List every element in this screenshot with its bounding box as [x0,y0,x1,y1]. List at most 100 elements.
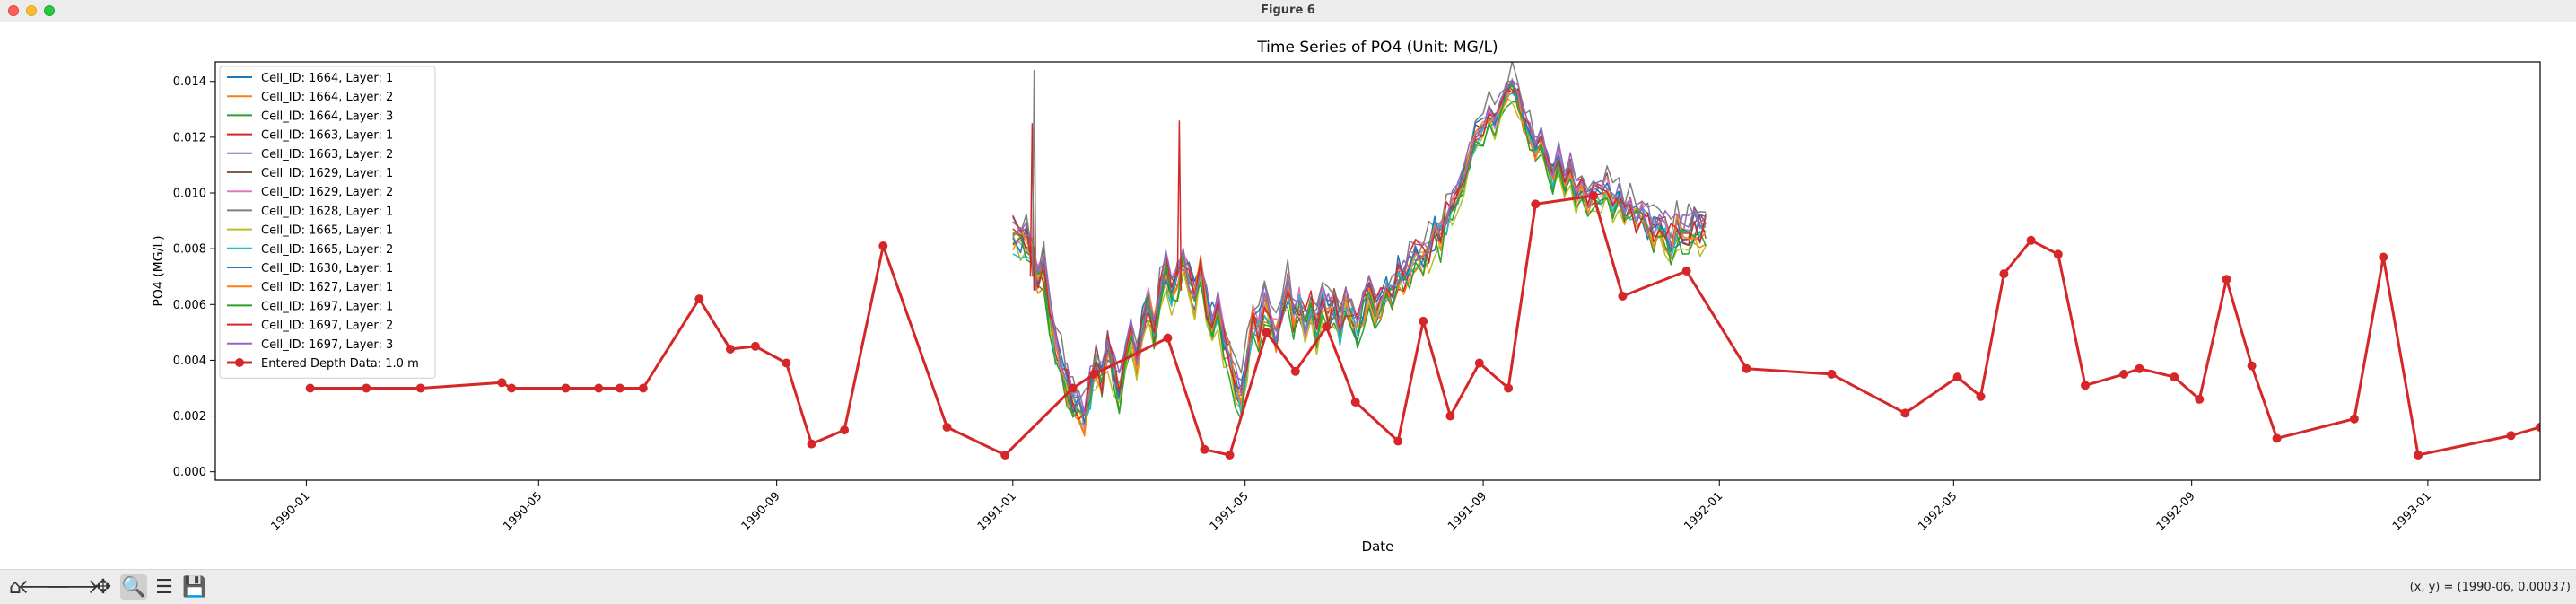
x-tick-label: 1992-09 [2154,489,2198,533]
observed-data-point [807,439,816,449]
observed-data-point [615,383,624,393]
observed-data-point [638,383,648,393]
observed-data-point [2349,414,2359,424]
observed-data-point [1445,411,1455,421]
minimize-window-button[interactable] [26,5,37,16]
model-series-line [1012,82,1707,416]
chart-canvas: Time Series of PO4 (Unit: MG/L) 0.000 0.00… [152,39,2541,555]
observed-data-point [1531,199,1541,209]
forward-button[interactable]: 🡒 [47,574,100,600]
observed-data-point [1350,398,1360,407]
observed-data-point [2119,369,2129,379]
home-button[interactable]: ⌂ [2,574,29,600]
observed-data-point [1089,369,1099,379]
pan-icon: ✥ [94,575,112,599]
observed-data-point [2053,249,2063,259]
model-series-line [1012,96,1707,425]
x-tick-label: 1993-01 [2390,489,2434,533]
observed-data-point [2272,433,2282,443]
pan-button[interactable]: ✥ [90,574,117,600]
observed-data-point [2506,431,2516,441]
observed-data-point [1504,383,1514,393]
y-tick-label: 0.002 [173,410,206,424]
legend-label: Cell_ID: 1664, Layer: 1 [261,72,393,85]
observed-data-point [1900,408,1910,418]
observed-data-point [1681,267,1691,276]
observed-data-point [694,294,704,304]
model-series-line [1012,83,1707,420]
x-tick-label: 1991-01 [975,489,1019,533]
observed-data-point [1000,451,1010,460]
observed-data-point [2536,423,2540,432]
window-title: Figure 6 [1261,4,1315,17]
observed-data-point [2135,363,2144,373]
observed-data-point [2414,451,2423,460]
model-spike-line [1176,120,1183,291]
y-tick-label: 0.014 [173,75,206,89]
legend-label: Cell_ID: 1697, Layer: 2 [261,320,393,333]
legend-label: Cell_ID: 1629, Layer: 1 [261,167,393,180]
observed-data-point [1322,322,1332,332]
observed-data-point [561,383,571,393]
legend-label: Cell_ID: 1629, Layer: 2 [261,186,393,199]
model-series-line [1012,62,1707,402]
observed-data-point [1827,369,1837,379]
observed-data-point [1474,358,1484,368]
configure-subplots-icon: ☰ [155,575,173,599]
x-tick-label: 1990-09 [739,489,783,533]
legend-label: Cell_ID: 1665, Layer: 2 [261,243,393,257]
observed-data-point [1200,444,1209,454]
observed-data-point [1163,333,1173,343]
navigation-toolbar: ⌂ 🡐 🡒 ✥ 🔍 ☰ 💾 (x, y) = (1990-06, 0.00037… [0,569,2576,604]
legend-label: Cell_ID: 1630, Layer: 1 [261,262,393,276]
legend-label: Cell_ID: 1664, Layer: 3 [261,109,393,123]
legend-label: Cell_ID: 1664, Layer: 2 [261,91,393,104]
observed-data-point [2170,372,2179,382]
x-tick-label: 1991-05 [1208,489,1252,533]
back-arrow-icon: 🡐 [17,576,71,599]
x-tick-label: 1990-05 [501,489,545,533]
legend-box [219,66,436,379]
observed-data-point [1290,366,1300,376]
back-button[interactable]: 🡐 [18,574,71,600]
model-series-line [1012,88,1707,420]
model-spike-line [1031,70,1037,291]
plot-frame [214,61,2541,481]
save-button[interactable]: 💾 [181,574,208,600]
observed-data-point [594,383,604,393]
legend-marker [235,358,244,367]
observed-data-point [1225,451,1235,460]
model-series-line [1012,82,1707,437]
legend-label: Cell_ID: 1663, Layer: 2 [261,148,393,162]
legend: Cell_ID: 1664, Layer: 1 Cell_ID: 1664, La… [219,66,436,379]
observed-data-point [305,383,315,393]
legend-label: Cell_ID: 1697, Layer: 3 [261,338,393,352]
observed-data-point [1742,363,1751,373]
observed-data-point [2379,252,2388,262]
chart-title: Time Series of PO4 (Unit: MG/L) [1256,39,1498,57]
observed-data-point [1618,292,1628,301]
zoom-window-button[interactable] [44,5,55,16]
close-window-button[interactable] [8,5,19,16]
zoom-button[interactable]: 🔍 [120,574,147,600]
observed-data-point [2026,235,2036,245]
y-tick-label: 0.010 [173,188,206,201]
observed-data-point [1419,316,1428,326]
x-tick-label: 1992-01 [1681,489,1725,533]
model-series-line [1012,101,1707,416]
x-tick-label: 1992-05 [1916,489,1960,533]
observed-data-point [1952,372,1962,382]
observed-data-point [840,425,850,435]
window-titlebar: Figure 6 [0,0,2576,22]
zoom-icon: 🔍 [121,575,146,599]
save-icon: 💾 [182,575,207,599]
y-tick-label: 0.012 [173,131,206,144]
x-tick-label: 1990-01 [268,489,312,533]
observed-data-point [942,423,952,432]
configure-subplots-button[interactable]: ☰ [151,574,178,600]
y-tick-label: 0.006 [173,299,206,312]
observed-data-point [1999,269,2009,279]
cursor-coordinates: (x, y) = (1990-06, 0.00037) [2409,581,2571,594]
observed-data-point [725,345,735,354]
observed-data-point [2222,275,2231,284]
